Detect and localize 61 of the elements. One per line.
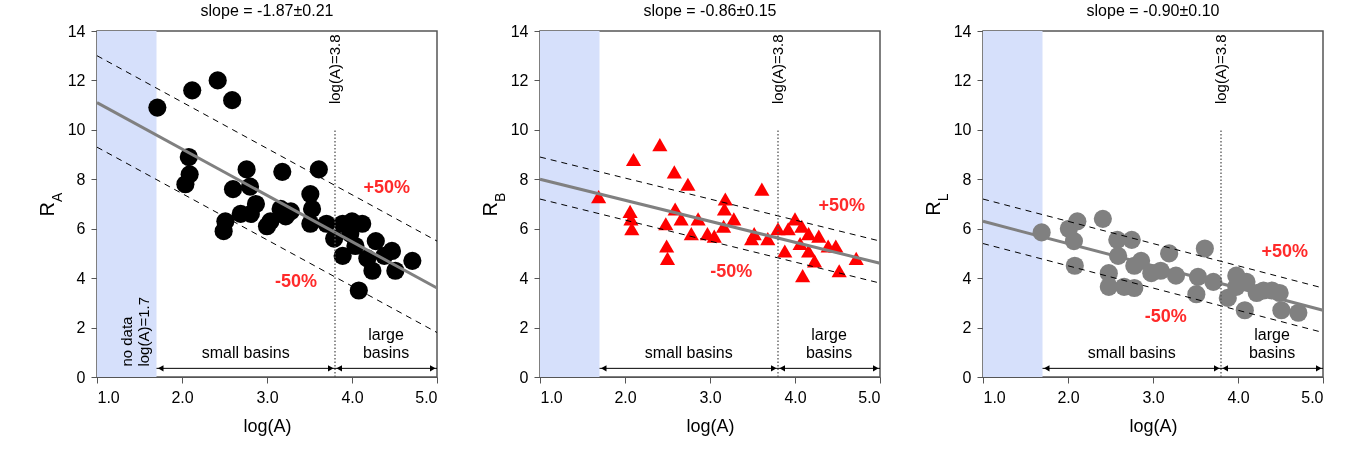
x-tick-label: 5.0 <box>415 388 438 406</box>
chart-title: slope = -0.90±0.10 <box>1086 2 1220 19</box>
x-tick-label: 3.0 <box>699 388 722 406</box>
y-tick-label: 8 <box>76 170 86 188</box>
annotation: small basins <box>1087 344 1176 362</box>
x-tick-label: 2.0 <box>614 388 637 406</box>
chart-title: slope = -0.86±0.15 <box>643 2 777 19</box>
annotation: large basins <box>1248 326 1296 362</box>
y-tick-label: 12 <box>67 71 86 89</box>
annotation: large basins <box>362 326 410 362</box>
y-tick-label: 6 <box>962 220 972 238</box>
y-tick-label: 0 <box>76 368 86 386</box>
annotation: +50% <box>818 194 866 215</box>
x-tick-label: 3.0 <box>256 388 279 406</box>
y-tick-label: 14 <box>510 22 529 40</box>
annotation: +50% <box>363 176 411 197</box>
y-tick-label: 10 <box>67 121 86 139</box>
ref-line-label: log(A)=3.8 <box>1212 34 1229 105</box>
y-tick-label: 2 <box>519 319 529 337</box>
y-tick-label: 2 <box>76 319 86 337</box>
annotation: +50% <box>1261 241 1309 262</box>
y-tick-label: 8 <box>962 170 972 188</box>
y-tick-label: 4 <box>76 269 86 287</box>
annotation: small basins <box>644 344 733 362</box>
x-axis-title: log(A) <box>1129 415 1178 436</box>
y-tick-label: 6 <box>76 220 86 238</box>
x-tick-label: 1.0 <box>97 388 120 406</box>
x-tick-label: 4.0 <box>784 388 807 406</box>
y-tick-label: 2 <box>962 319 972 337</box>
y-tick-label: 12 <box>953 71 972 89</box>
x-tick-label: 3.0 <box>1142 388 1165 406</box>
x-tick-label: 5.0 <box>858 388 881 406</box>
y-tick-label: 6 <box>519 220 529 238</box>
y-tick-label: 8 <box>519 170 529 188</box>
band-label: no data log(A)=1.7 <box>117 296 152 367</box>
y-tick-label: 12 <box>510 71 529 89</box>
annotation: -50% <box>1144 306 1187 327</box>
y-tick-label: 10 <box>953 121 972 139</box>
x-tick-label: 2.0 <box>171 388 194 406</box>
annotation: large basins <box>805 326 853 362</box>
x-tick-label: 1.0 <box>983 388 1006 406</box>
annotation: -50% <box>710 261 753 282</box>
x-tick-label: 4.0 <box>1227 388 1250 406</box>
x-tick-label: 2.0 <box>1057 388 1080 406</box>
x-tick-label: 5.0 <box>1301 388 1324 406</box>
y-tick-label: 4 <box>962 269 972 287</box>
x-tick-label: 4.0 <box>341 388 364 406</box>
y-tick-label: 0 <box>519 368 529 386</box>
ref-line-label: log(A)=3.8 <box>326 34 343 105</box>
x-axis-title: log(A) <box>243 415 292 436</box>
chart-title: slope = -1.87±0.21 <box>200 2 334 19</box>
x-axis-title: log(A) <box>686 415 735 436</box>
y-tick-label: 14 <box>953 22 972 40</box>
y-tick-label: 10 <box>510 121 529 139</box>
annotation: -50% <box>274 270 317 291</box>
x-tick-label: 1.0 <box>540 388 563 406</box>
y-tick-label: 14 <box>67 22 86 40</box>
ref-line-label: log(A)=3.8 <box>769 34 786 105</box>
annotation: small basins <box>201 344 290 362</box>
y-tick-label: 0 <box>962 368 972 386</box>
y-tick-label: 4 <box>519 269 529 287</box>
